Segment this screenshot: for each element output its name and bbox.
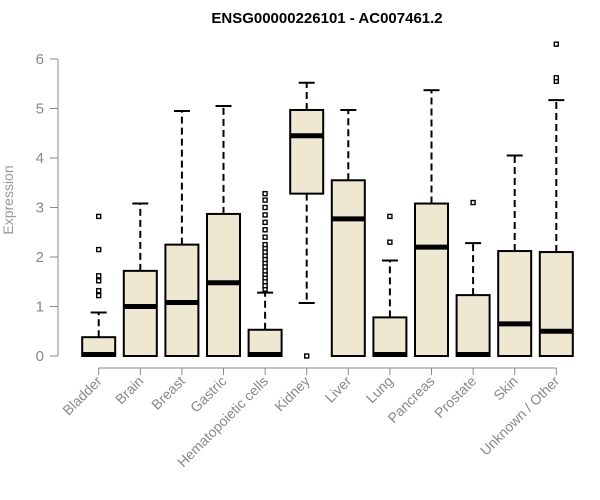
outlier-point: [262, 190, 268, 197]
y-axis: 0 1 2 3 4 5 6: [36, 51, 59, 365]
x-tick-label: Skin: [490, 373, 521, 404]
x-tick-label: Bladder: [59, 373, 105, 419]
outlier-point: [262, 204, 268, 211]
x-tick-label: Prostate: [431, 373, 479, 421]
x-tick-label: Brain: [112, 373, 146, 407]
y-tick-label: 1: [36, 299, 44, 316]
outlier-point: [95, 246, 102, 253]
box-body: [455, 294, 491, 357]
outlier-point: [387, 239, 393, 245]
outlier-point: [262, 227, 268, 233]
outlier-point: [262, 241, 268, 248]
x-tick-label: Liver: [322, 373, 355, 406]
y-tick-label: 6: [36, 51, 44, 68]
outlier-point: [262, 234, 268, 240]
y-tick-label: 5: [36, 101, 44, 118]
outlier-point: [387, 213, 393, 220]
y-tick-label: 0: [36, 348, 44, 365]
box-body: [122, 269, 158, 357]
x-tick-label: Lung: [363, 373, 396, 406]
outlier-point: [262, 212, 268, 218]
outlier-point: [95, 278, 102, 284]
box-body: [247, 328, 283, 358]
box-gastric: [206, 105, 241, 357]
outlier-point: [553, 75, 559, 81]
box-unknown-other: [538, 41, 574, 357]
x-tick-label: Kidney: [271, 373, 313, 415]
box-hematopoietic-cells: [247, 190, 283, 358]
box-body: [538, 251, 574, 357]
box-body: [414, 202, 449, 357]
outlier-point: [553, 41, 559, 47]
box-skin: [497, 154, 533, 357]
outlier-point: [95, 292, 102, 299]
outlier-point: [95, 213, 102, 220]
box-kidney: [289, 81, 325, 359]
y-tick-label: 3: [36, 200, 44, 217]
outlier-point: [262, 219, 268, 226]
boxplot-series: [81, 41, 574, 359]
x-tick-label: Unknown / Other: [477, 373, 563, 459]
box-body: [289, 108, 325, 195]
box-lung: [372, 213, 408, 358]
box-pancreas: [414, 89, 449, 357]
box-body: [497, 250, 533, 357]
outlier-point: [95, 287, 102, 294]
outlier-point: [262, 197, 268, 203]
y-tick-label: 4: [36, 150, 44, 167]
box-prostate: [455, 199, 491, 358]
y-axis-label: Expression: [0, 165, 16, 234]
box-body: [330, 179, 366, 357]
outlier-point: [304, 353, 310, 359]
y-tick-label: 2: [36, 249, 44, 266]
outlier-point: [95, 273, 102, 279]
box-brain: [122, 202, 158, 357]
outlier-point: [470, 199, 476, 206]
box-body: [372, 316, 408, 358]
box-breast: [164, 109, 200, 357]
x-tick-label: Breast: [148, 373, 188, 413]
chart-title: ENSG00000226101 - AC007461.2: [211, 10, 442, 27]
box-bladder: [81, 213, 117, 358]
box-liver: [330, 108, 366, 357]
